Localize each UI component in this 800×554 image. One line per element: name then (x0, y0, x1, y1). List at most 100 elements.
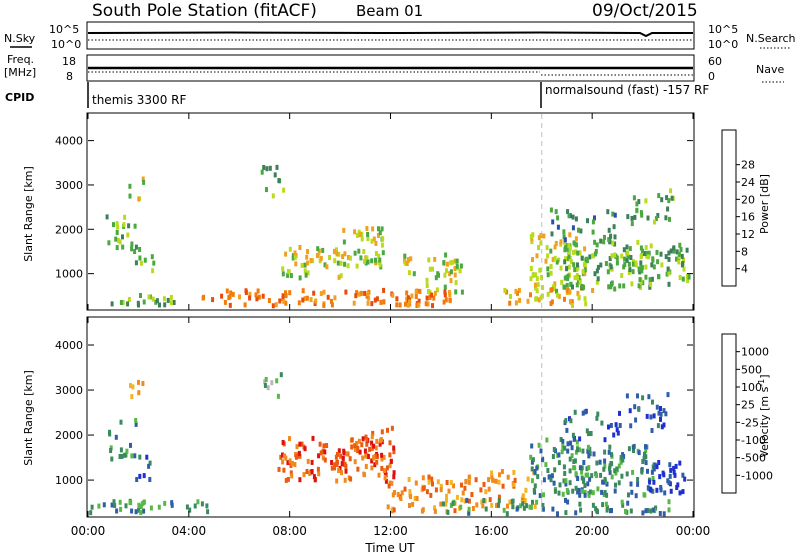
heatmap-cell (628, 246, 632, 252)
heatmap-cell (664, 215, 668, 221)
heatmap-cell (526, 476, 530, 482)
heatmap-cell (668, 216, 671, 222)
heatmap-cell (556, 224, 560, 230)
heatmap-cell (455, 263, 459, 269)
heatmap-cell (535, 253, 539, 259)
heatmap-cell (109, 445, 113, 451)
heatmap-cell (573, 267, 577, 273)
y-tick-label: 4000 (55, 135, 83, 148)
heatmap-cell (339, 260, 343, 266)
heatmap-cell (549, 248, 553, 254)
heatmap-cell (556, 215, 560, 221)
heatmap-cell (403, 253, 407, 259)
heatmap-cell (646, 254, 650, 260)
heatmap-cell (439, 483, 443, 489)
heatmap-cell (550, 231, 554, 237)
heatmap-cell (350, 437, 354, 443)
heatmap-cell (306, 270, 310, 276)
heatmap-cell (135, 477, 139, 482)
heatmap-cell (514, 288, 518, 294)
heatmap-cell (630, 489, 634, 495)
heatmap-cell (377, 226, 380, 232)
heatmap-cell (563, 237, 567, 243)
heatmap-cell (303, 262, 307, 268)
heatmap-cell (583, 246, 587, 252)
frequency-panel: Freq. [MHz] 18 8 Nave 60 0 (4, 53, 784, 83)
heatmap-cell (539, 448, 543, 454)
heatmap-cell (445, 493, 448, 499)
heatmap-cell (364, 434, 368, 440)
heatmap-cell (666, 206, 670, 212)
heatmap-cell (667, 256, 671, 262)
heatmap-cell (370, 238, 374, 244)
heatmap-cell (595, 268, 599, 274)
heatmap-cell (374, 445, 378, 451)
heatmap-cell (121, 244, 125, 250)
heatmap-cell (119, 300, 123, 305)
heatmap-cell (286, 476, 290, 482)
heatmap-cell (542, 492, 545, 498)
heatmap-cell (107, 240, 111, 246)
heatmap-cell (427, 289, 430, 294)
heatmap-cell (645, 250, 649, 256)
velocity-y-axis: 1000 2000 3000 4000 (55, 339, 693, 487)
heatmap-cell (223, 299, 227, 305)
cpid-panel: CPID themis 3300 RF normalsound (fast) -… (5, 82, 709, 108)
heatmap-cell (404, 301, 407, 307)
heatmap-cell (609, 284, 613, 290)
heatmap-cell (169, 294, 173, 300)
heatmap-cell (612, 432, 616, 438)
heatmap-cell (546, 266, 550, 272)
heatmap-cell (669, 248, 673, 254)
heatmap-cell (620, 473, 624, 479)
heatmap-cell (566, 288, 570, 294)
heatmap-cell (264, 377, 268, 382)
heatmap-cell (667, 270, 671, 276)
heatmap-cell (286, 460, 290, 466)
noise-left-tick-high: 10^5 (49, 23, 79, 36)
heatmap-cell (532, 487, 536, 493)
heatmap-cell (383, 475, 387, 481)
heatmap-cell (593, 271, 597, 277)
heatmap-cell (610, 280, 614, 286)
heatmap-cell (554, 209, 558, 215)
heatmap-cell (545, 437, 549, 443)
heatmap-cell (392, 507, 396, 513)
heatmap-cell (646, 215, 650, 221)
heatmap-cell (640, 268, 644, 274)
heatmap-cell (575, 242, 578, 248)
heatmap-cell (382, 287, 386, 293)
heatmap-cell (621, 502, 625, 508)
heatmap-cell (565, 427, 569, 433)
heatmap-cell (380, 452, 384, 458)
heatmap-cell (262, 165, 266, 170)
heatmap-cell (647, 394, 651, 400)
heatmap-cell (118, 454, 122, 459)
heatmap-cell (378, 262, 382, 268)
heatmap-cell (657, 460, 661, 465)
heatmap-cell (610, 461, 614, 467)
heatmap-cell (293, 462, 297, 467)
heatmap-cell (622, 283, 626, 289)
heatmap-cell (342, 239, 346, 245)
heatmap-cell (554, 240, 558, 246)
heatmap-cell (586, 444, 590, 450)
heatmap-cell (317, 248, 321, 254)
heatmap-cell (628, 267, 632, 273)
heatmap-cell (289, 470, 293, 476)
heatmap-cell (535, 499, 539, 505)
heatmap-cell (454, 280, 458, 286)
heatmap-cell (129, 442, 132, 448)
heatmap-cell (378, 441, 382, 447)
heatmap-cell (583, 267, 587, 273)
heatmap-cell (645, 253, 649, 259)
heatmap-cell (571, 488, 575, 494)
heatmap-cell (284, 300, 288, 306)
heatmap-cell (311, 258, 315, 264)
heatmap-cell (326, 294, 330, 300)
heatmap-cell (625, 471, 629, 477)
heatmap-cell (566, 209, 570, 215)
heatmap-cell (403, 486, 407, 492)
heatmap-cell (138, 247, 142, 252)
heatmap-cell (487, 486, 491, 492)
